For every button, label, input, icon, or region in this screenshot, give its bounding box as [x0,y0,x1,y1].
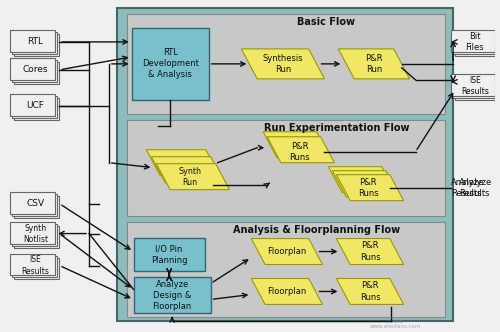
Bar [14,258,60,280]
Bar [14,34,60,56]
Text: 电子发烧友
www.elecfans.com: 电子发烧友 www.elecfans.com [370,317,422,329]
Text: I/O Pin
Planning: I/O Pin Planning [151,244,188,265]
Bar [10,94,56,116]
Polygon shape [152,157,224,183]
Polygon shape [263,132,330,158]
Polygon shape [242,49,324,79]
Polygon shape [328,167,396,193]
Bar [453,76,496,98]
Polygon shape [336,175,404,201]
Text: Floorplan: Floorplan [268,247,306,256]
Bar [126,14,445,114]
Text: Analyze
Design &
Floorplan: Analyze Design & Floorplan [152,280,192,311]
Text: Run Experimentation Flow: Run Experimentation Flow [264,123,409,133]
Text: P&R
Runs: P&R Runs [358,178,378,198]
Bar [10,254,56,276]
Bar [132,28,208,100]
Text: P&R
Runs: P&R Runs [360,282,380,301]
Bar [451,74,494,96]
Text: UCF: UCF [26,101,44,110]
Text: P&R
Runs: P&R Runs [360,241,380,262]
Bar [455,78,498,100]
Text: Bit
Files: Bit Files [466,32,484,52]
Text: Synth
Run: Synth Run [178,167,202,187]
Polygon shape [252,239,322,265]
Bar [12,32,58,54]
Text: Basic Flow: Basic Flow [298,17,356,27]
Bar [14,196,60,217]
Bar [455,34,498,56]
Bar [116,8,453,321]
Polygon shape [156,164,230,190]
Polygon shape [336,239,404,265]
Bar [12,96,58,118]
Text: Floorplan: Floorplan [268,287,306,296]
Bar [12,223,58,246]
Polygon shape [336,279,404,304]
Bar [126,221,445,317]
Bar [134,278,210,313]
Bar [451,30,494,52]
Text: P&R
Run: P&R Run [365,54,382,74]
Polygon shape [338,49,409,79]
Text: Synth
Notlist: Synth Notlist [23,223,48,244]
Bar [10,192,56,213]
Bar [10,221,56,244]
Bar [10,30,56,52]
Bar [134,238,205,272]
Text: ISE
Results: ISE Results [22,255,50,276]
Polygon shape [332,171,400,197]
Text: ISE
Results: ISE Results [461,76,489,96]
Bar [14,225,60,248]
Text: P&R
Runs: P&R Runs [290,142,310,162]
Text: Analyze
Results: Analyze Results [459,178,492,198]
Bar [14,62,60,84]
Text: Synthesis
Run: Synthesis Run [262,54,304,74]
Text: Cores: Cores [23,65,48,74]
Polygon shape [267,137,334,163]
Text: Analyze
Results: Analyze Results [451,178,484,198]
Bar [10,58,56,80]
Bar [12,256,58,278]
Text: CSV: CSV [26,199,44,208]
Text: Analysis & Floorplanning Flow: Analysis & Floorplanning Flow [233,224,400,235]
Bar [14,98,60,120]
Bar [453,32,496,54]
Bar [12,60,58,82]
Polygon shape [146,150,220,176]
Text: RTL
Development
& Analysis: RTL Development & Analysis [142,48,199,79]
Bar [12,194,58,215]
Bar [126,120,445,215]
Text: RTL: RTL [28,38,44,46]
Polygon shape [252,279,322,304]
